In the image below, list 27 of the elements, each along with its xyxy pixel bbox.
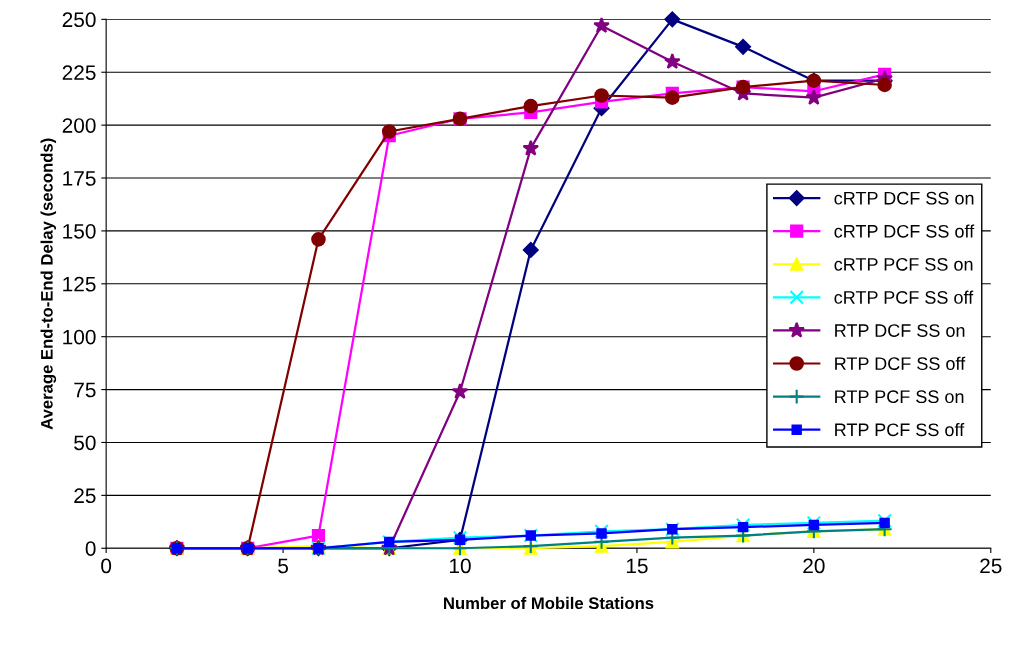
x-tick-label: 5 <box>278 558 288 574</box>
legend-label: RTP PCF SS off <box>835 422 965 437</box>
x-tick-label: 25 <box>980 558 1002 574</box>
y-tick-label: 200 <box>62 118 96 133</box>
y-tick-label: 150 <box>63 223 96 239</box>
legend-label: RTP DCF SS on <box>835 324 965 337</box>
y-tick-label: 175 <box>63 171 96 186</box>
legend-label: cRTP PCF SS off <box>834 290 974 304</box>
legend-label: cRTP DCF SS off <box>834 224 975 238</box>
y-axis-title: Average End-to-End Delay (seconds) <box>40 138 57 430</box>
y-tick-label: 100 <box>63 329 96 345</box>
x-axis-title: Number of Mobile Stations <box>444 596 654 610</box>
x-tick-label: 20 <box>803 558 825 574</box>
y-tick-label: 25 <box>74 488 96 504</box>
x-tick-label: 10 <box>450 558 471 574</box>
y-tick-label: 0 <box>85 541 96 556</box>
x-tick-label: 0 <box>101 558 112 574</box>
y-tick-label: 75 <box>74 382 96 398</box>
legend-label: RTP PCF SS on <box>835 390 964 404</box>
y-tick-label: 250 <box>62 12 96 28</box>
y-tick-label: 50 <box>74 435 96 451</box>
y-tick-label: 225 <box>62 65 96 80</box>
legend-label: RTP DCF SS off <box>835 356 966 370</box>
legend-label: cRTP PCF SS on <box>834 257 973 271</box>
x-tick-label: 15 <box>626 558 648 574</box>
y-tick-label: 125 <box>63 276 96 292</box>
legend-label: cRTP DCF SS on <box>834 191 974 205</box>
